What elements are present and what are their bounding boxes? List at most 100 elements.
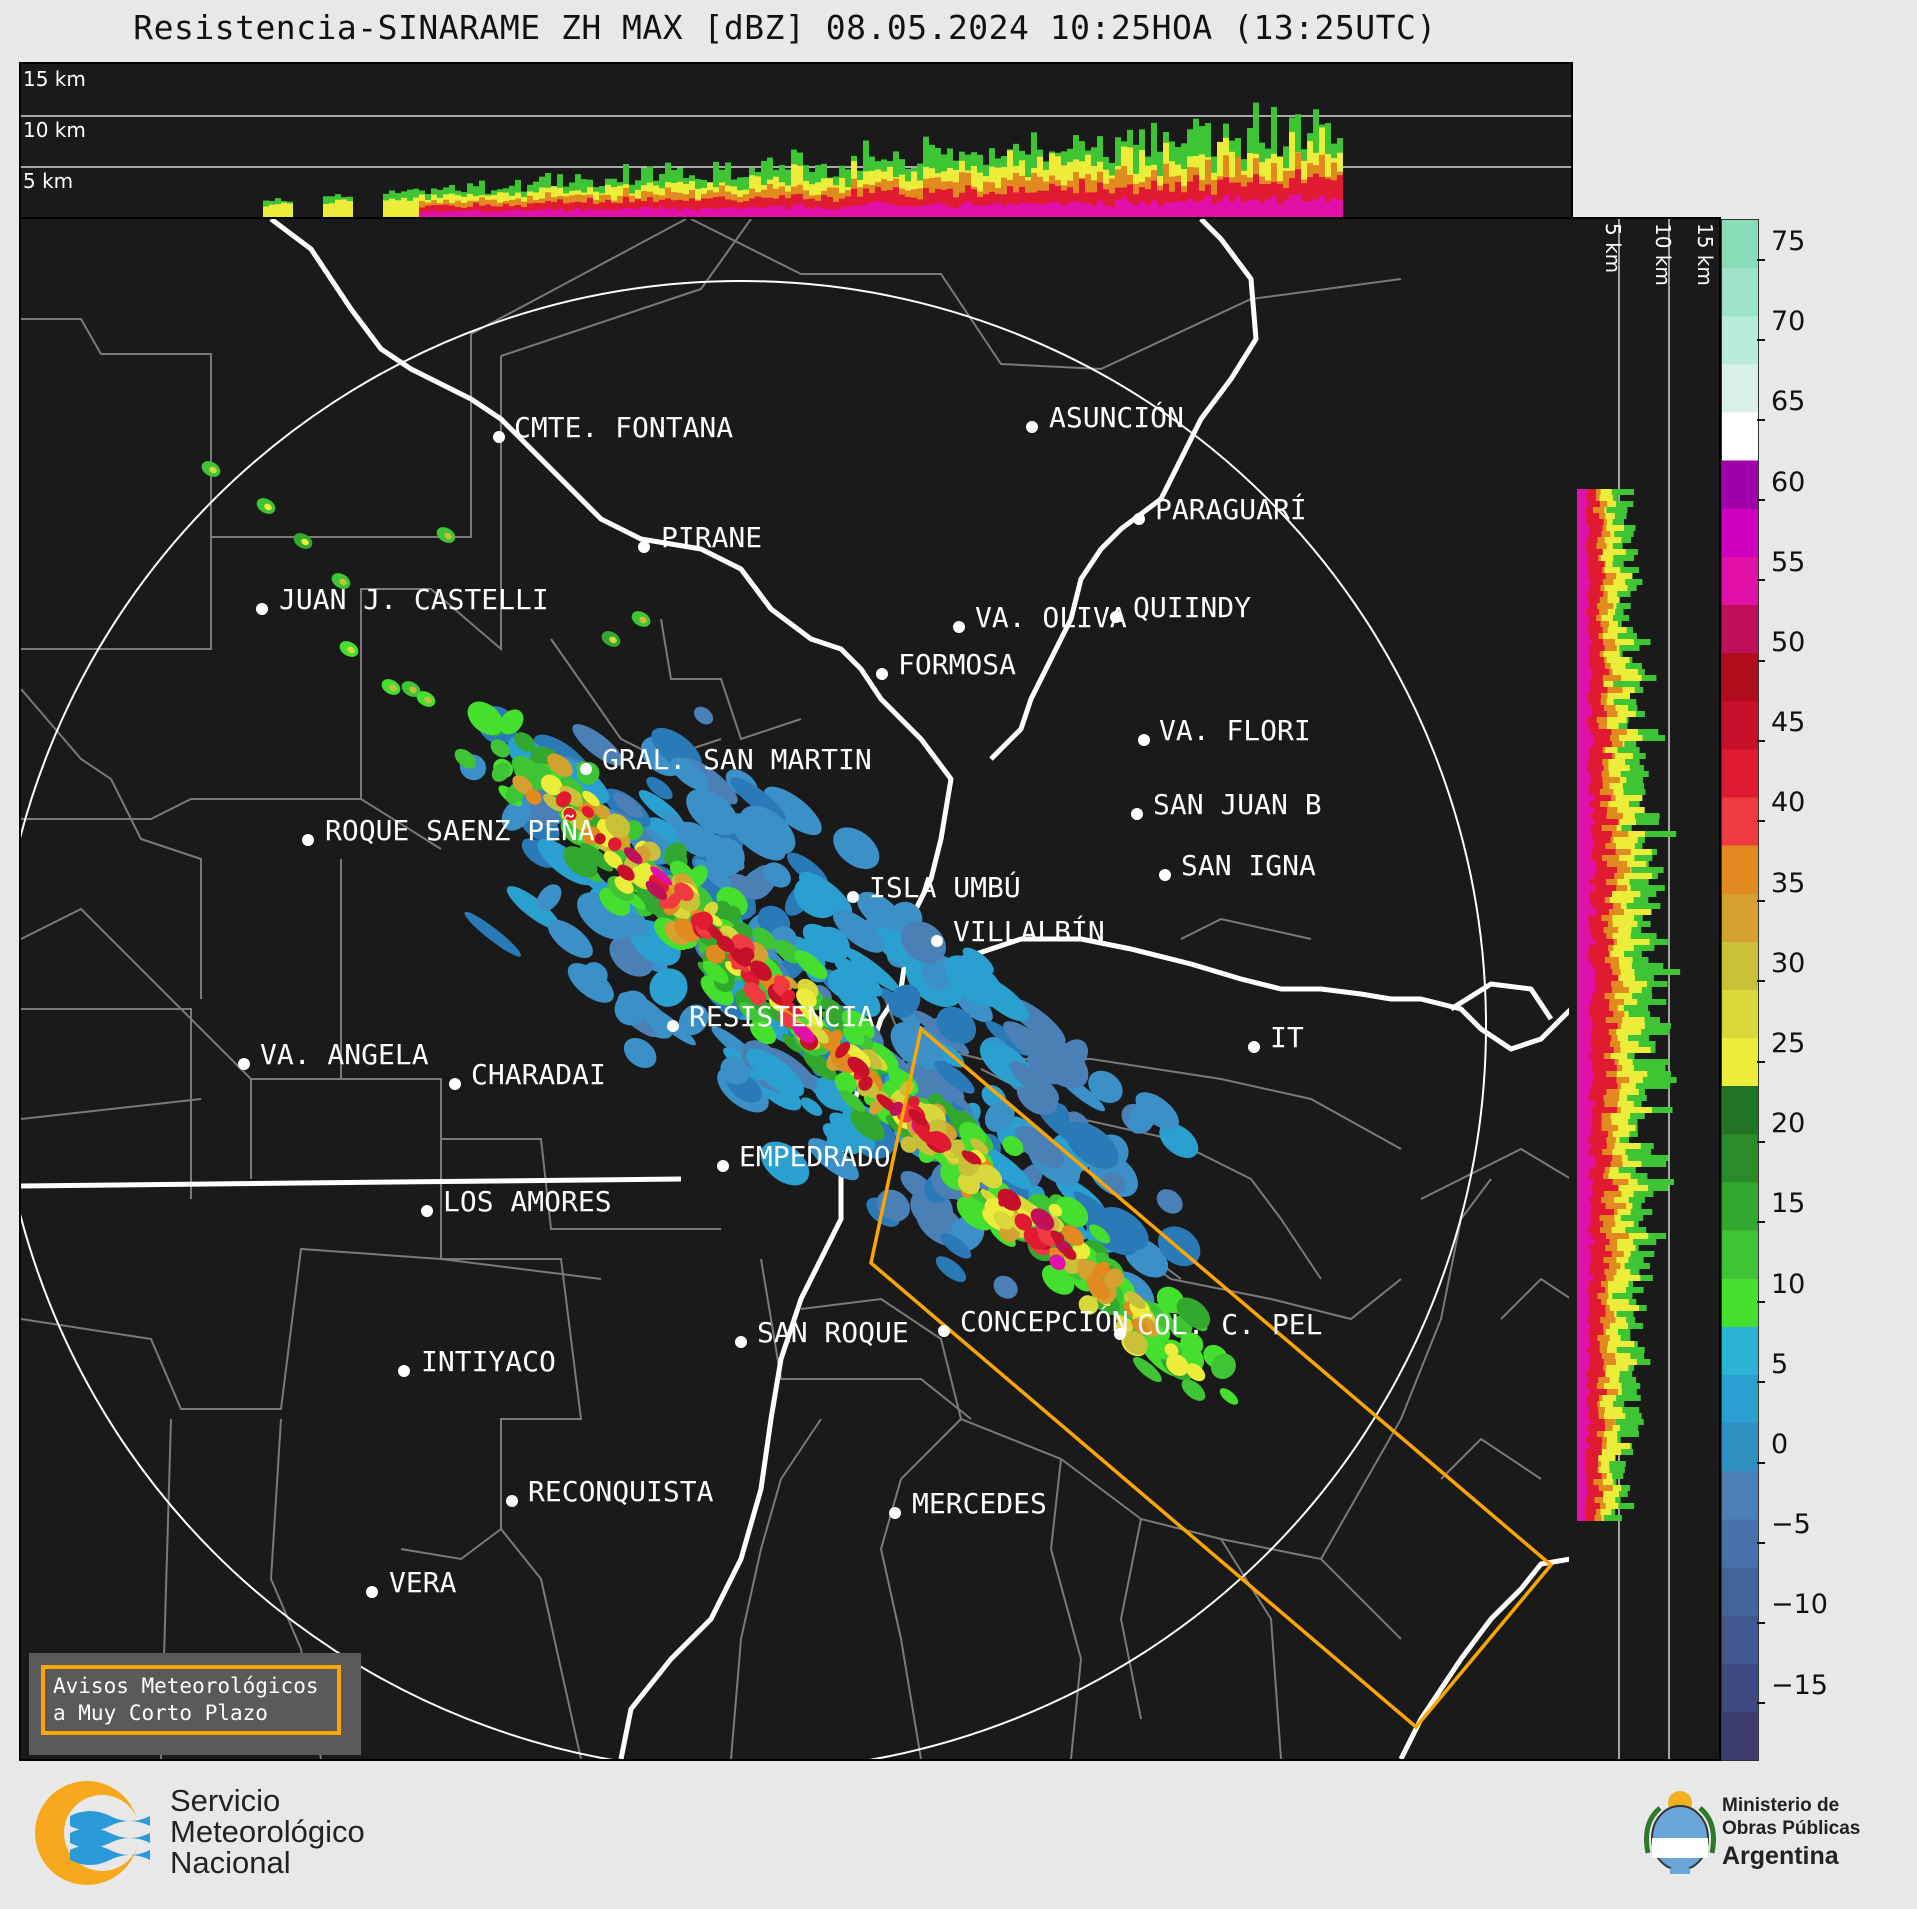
colorbar-tick: −10 — [1757, 1589, 1828, 1637]
city-label: SAN IGNA — [1181, 849, 1316, 882]
colorbar-tick: 10 — [1757, 1269, 1805, 1317]
colorbar-ticks: 75 70 65 60 55 50 45 40 35 30 25 20 15 10 5 0 −5 −10 −15 — [1757, 219, 1867, 1759]
city-marker — [931, 935, 943, 947]
city-marker — [1159, 869, 1171, 881]
colorbar-tick: −15 — [1757, 1670, 1828, 1718]
city-marker — [717, 1160, 729, 1172]
city-marker — [580, 763, 592, 775]
smn-line2: Meteorológico — [170, 1814, 365, 1849]
city-label: SAN JUAN B — [1153, 788, 1322, 821]
ministry-name: Ministerio de Obras Públicas Argentina — [1722, 1794, 1860, 1872]
city-marker — [302, 834, 314, 846]
city-label: ASUNCIÓN — [1049, 401, 1184, 434]
colorbar-tick: 15 — [1757, 1188, 1805, 1236]
colorbar-tick: 60 — [1757, 467, 1805, 515]
smn-line1: Servicio — [170, 1783, 281, 1818]
smn-line3: Nacional — [170, 1845, 291, 1880]
city-marker — [398, 1365, 410, 1377]
city-marker — [847, 891, 859, 903]
city-label: CONCEPCIÓN — [960, 1305, 1129, 1338]
dbz-colorbar — [1721, 219, 1759, 1761]
warning-legend-line2: a Muy Corto Plazo — [53, 1701, 268, 1725]
colorbar-tick: 5 — [1757, 1349, 1788, 1397]
city-marker — [366, 1586, 378, 1598]
city-label: IT — [1270, 1021, 1304, 1054]
reflectivity-echoes — [201, 461, 1239, 1405]
city-marker — [1114, 1328, 1126, 1340]
city-marker — [1110, 611, 1122, 623]
city-marker — [876, 668, 888, 680]
warning-legend-line1: Avisos Meteorológicos — [53, 1674, 319, 1698]
smn-name: Servicio Meteorológico Nacional — [170, 1785, 365, 1878]
colorbar-tick: 50 — [1757, 627, 1805, 675]
colorbar-tick: 45 — [1757, 707, 1805, 755]
height-label-10km: 10 km — [23, 118, 86, 142]
city-marker — [1131, 808, 1143, 820]
argentina-coat-of-arms-icon — [1640, 1783, 1720, 1887]
colorbar-tick: 65 — [1757, 386, 1805, 434]
city-label: CMTE. FONTANA — [514, 411, 734, 444]
city-label: EMPEDRADO — [739, 1140, 891, 1173]
height-label-15km-side: 15 km — [1693, 223, 1717, 286]
colorbar-tick: −5 — [1757, 1509, 1811, 1557]
city-label: RECONQUISTA — [528, 1475, 714, 1508]
city-marker — [889, 1507, 901, 1519]
side-profile-echoes — [1577, 489, 1681, 1521]
city-label: GRAL. SAN MARTIN — [602, 743, 872, 776]
smn-logo — [30, 1776, 430, 1891]
side-height-profile: 5 km 10 km 15 km — [1569, 217, 1721, 1761]
city-marker — [1026, 421, 1038, 433]
city-label: ROQUE SAENZ PEÑA — [325, 814, 595, 847]
ministry-line2: Obras Públicas — [1722, 1818, 1861, 1839]
city-marker — [449, 1078, 461, 1090]
city-marker — [506, 1495, 518, 1507]
warning-legend: Avisos Meteorológicos a Muy Corto Plazo — [29, 1653, 361, 1755]
city-label: JUAN J. CASTELLI — [279, 583, 549, 616]
city-label: RESISTENCIA — [689, 1000, 875, 1033]
colorbar-tick: 75 — [1757, 226, 1805, 274]
city-label: PARAGUARÍ — [1155, 493, 1307, 526]
height-label-5km-side: 5 km — [1601, 223, 1625, 274]
city-marker — [735, 1336, 747, 1348]
range-ring — [21, 280, 1487, 1759]
radar-map[interactable]: CMTE. FONTANA ASUNCIÓN PIRANE PARAGUARÍ JUAN… — [19, 217, 1573, 1761]
top-height-profile: 15 km 10 km 5 km — [19, 62, 1573, 221]
colorbar-tick: 0 — [1757, 1429, 1788, 1477]
warning-polygon — [869, 1025, 1554, 1730]
height-label-10km-side: 10 km — [1651, 223, 1675, 286]
colorbar-tick: 25 — [1757, 1028, 1805, 1076]
city-marker — [238, 1058, 250, 1070]
city-label: CHARADAI — [471, 1058, 606, 1091]
city-label: VA. FLORI — [1159, 714, 1311, 747]
city-marker — [638, 541, 650, 553]
colorbar-tick: 20 — [1757, 1108, 1805, 1156]
city-label: FORMOSA — [898, 648, 1017, 681]
map-title: Resistencia-SINARAME ZH MAX [dBZ] 08.05.… — [133, 8, 1437, 47]
city-label: INTIYACO — [421, 1345, 556, 1378]
city-marker — [667, 1020, 679, 1032]
colorbar-tick: 55 — [1757, 547, 1805, 595]
city-marker — [1133, 513, 1145, 525]
city-marker — [953, 621, 965, 633]
colorbar-tick: 35 — [1757, 868, 1805, 916]
colorbar-tick: 30 — [1757, 948, 1805, 996]
city-marker — [938, 1325, 950, 1337]
top-profile-echoes — [263, 102, 1343, 217]
city-label: VERA — [389, 1566, 457, 1599]
colorbar-tick: 70 — [1757, 306, 1805, 354]
height-label-15km: 15 km — [23, 67, 86, 91]
city-marker — [1248, 1041, 1260, 1053]
city-label: LOS AMORES — [443, 1185, 612, 1218]
city-label: SAN ROQUE — [757, 1316, 909, 1349]
city-marker — [1138, 734, 1150, 746]
ministry-line1: Ministerio de — [1722, 1795, 1840, 1816]
city-label: ISLA UMBÚ — [869, 871, 1021, 904]
city-label: COL. C. PEL — [1137, 1308, 1323, 1341]
city-marker — [256, 603, 268, 615]
city-label: MERCEDES — [912, 1487, 1047, 1520]
city-marker — [421, 1205, 433, 1217]
height-label-5km: 5 km — [23, 169, 74, 193]
city-label: PIRANE — [661, 521, 763, 554]
city-marker — [493, 431, 505, 443]
city-label: VA. OLIVA — [975, 601, 1127, 634]
